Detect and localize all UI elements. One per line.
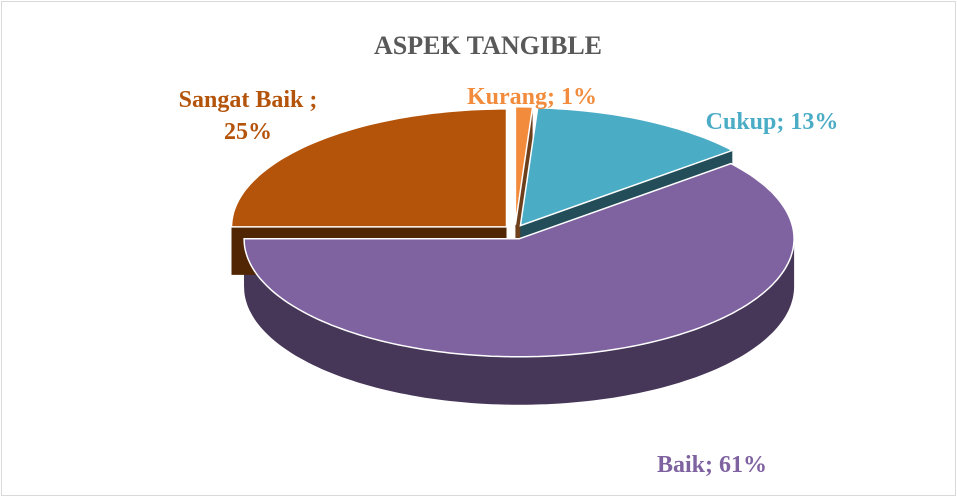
data-label: Cukup; 13% <box>705 109 839 135</box>
data-label: Sangat Baik ; 25% <box>178 87 318 145</box>
data-label: Baik; 61% <box>656 452 768 478</box>
pie-slice <box>243 162 795 358</box>
pie-slice <box>230 108 508 228</box>
pie-slice <box>519 107 735 227</box>
pie-tops <box>230 106 795 358</box>
data-label: Kurang; 1% <box>466 84 598 110</box>
pie-wall <box>515 107 533 273</box>
pie-slice <box>514 106 534 225</box>
chart-title: ASPEK TANGIBLE <box>374 31 602 60</box>
pie-side <box>244 238 795 405</box>
